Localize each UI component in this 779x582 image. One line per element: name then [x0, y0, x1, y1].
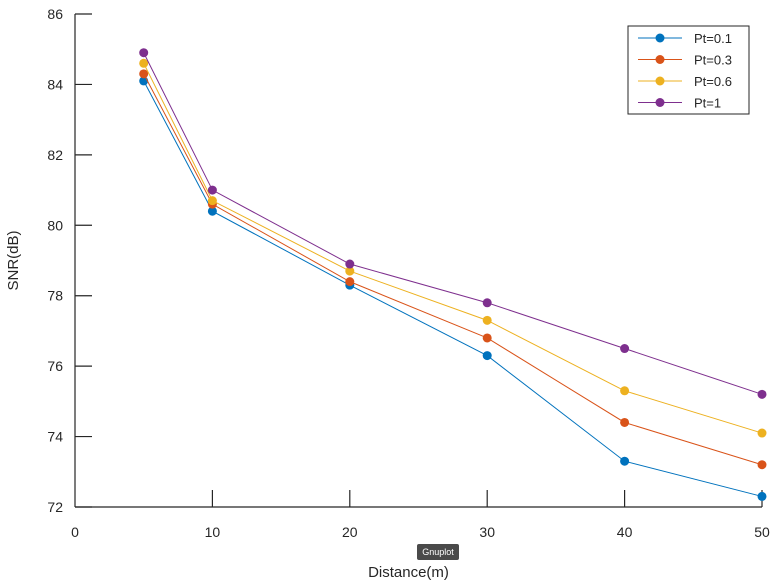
- y-tick-label: 74: [47, 429, 63, 445]
- gnuplot-badge: Gnuplot: [417, 544, 459, 560]
- chart-series: [139, 48, 767, 501]
- data-point: [482, 351, 492, 361]
- x-tick-label: 10: [205, 524, 221, 540]
- y-tick-label: 78: [47, 288, 63, 304]
- data-point: [345, 266, 355, 276]
- legend-marker: [655, 98, 665, 107]
- x-tick-label: 40: [617, 524, 633, 540]
- chart-axes: 72 74 76 78 80 82 84 86 0 10 20 30 40 50: [47, 6, 770, 540]
- legend-marker: [655, 76, 665, 86]
- y-tick-label: 72: [47, 499, 63, 515]
- legend-box: [627, 25, 750, 115]
- data-point: [482, 333, 492, 343]
- legend-item: Pt=0.6: [638, 74, 732, 89]
- legend-label: Pt=0.3: [694, 53, 732, 68]
- data-point: [207, 196, 217, 206]
- data-point: [757, 491, 767, 501]
- y-tick-label: 76: [47, 358, 63, 374]
- data-point: [345, 277, 355, 287]
- data-point: [482, 298, 492, 308]
- series-line: [143, 52, 763, 395]
- data-point: [207, 206, 217, 216]
- x-tick-label: 20: [342, 524, 358, 540]
- legend-marker: [655, 33, 665, 43]
- data-point: [620, 386, 630, 396]
- data-point: [139, 58, 149, 68]
- x-tick-label: 50: [754, 524, 770, 540]
- data-point: [620, 456, 630, 466]
- data-point: [139, 48, 149, 58]
- series-pt-0-6: [139, 58, 767, 438]
- series-line: [143, 80, 763, 497]
- data-point: [757, 428, 767, 438]
- data-point: [757, 389, 767, 399]
- series-pt-1: [139, 48, 767, 399]
- data-point: [207, 185, 217, 195]
- series-line: [143, 63, 763, 434]
- y-tick-label: 82: [47, 147, 63, 163]
- y-tick-label: 86: [47, 6, 63, 22]
- legend-item: Pt=0.3: [638, 53, 732, 68]
- legend-label: Pt=1: [694, 96, 721, 111]
- series-pt-0-3: [139, 69, 767, 470]
- chart-legend: Pt=0.1 Pt=0.3 Pt=0.6 Pt=1: [627, 25, 750, 115]
- data-point: [345, 259, 355, 269]
- data-point: [757, 460, 767, 470]
- data-point: [482, 315, 492, 325]
- data-point: [620, 344, 630, 354]
- legend-marker: [655, 55, 665, 64]
- data-point: [139, 69, 149, 79]
- series-line: [143, 73, 763, 466]
- x-axis-title: Distance(m): [368, 564, 449, 581]
- legend-label: Pt=0.1: [694, 31, 732, 46]
- x-tick-label: 30: [479, 524, 495, 540]
- y-tick-label: 80: [47, 217, 63, 233]
- x-tick-label: 0: [71, 524, 79, 540]
- legend-label: Pt=0.6: [694, 74, 732, 89]
- y-axis-title: SNR(dB): [5, 230, 22, 290]
- legend-item: Pt=1: [638, 96, 721, 111]
- data-point: [620, 417, 630, 427]
- y-tick-label: 84: [47, 76, 63, 92]
- legend-item: Pt=0.1: [638, 31, 732, 46]
